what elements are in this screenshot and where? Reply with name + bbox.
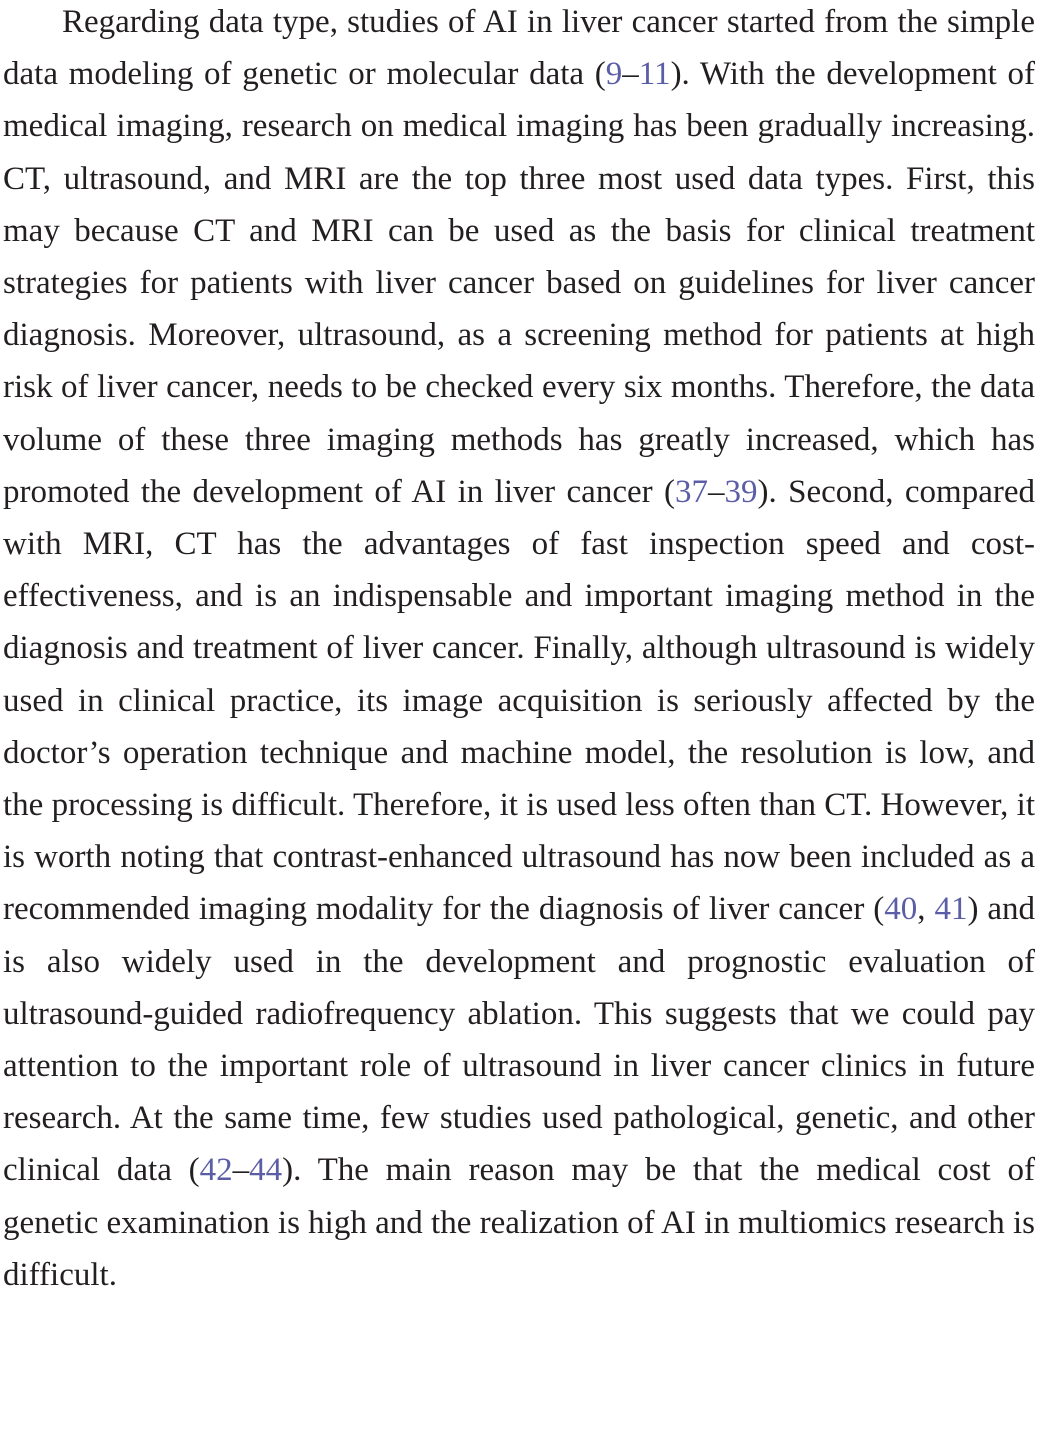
citation-range-dash: – [622, 56, 639, 93]
citation-range-dash: – [707, 473, 725, 510]
citation-link-11[interactable]: 11 [638, 56, 671, 93]
citation-link-9[interactable]: 9 [605, 56, 623, 93]
citation-link-40[interactable]: 40 [884, 891, 918, 928]
body-paragraph: Regarding data type, studies of AI in li… [3, 0, 1035, 1301]
citation-range-dash: – [232, 1152, 250, 1189]
citation-link-44[interactable]: 44 [249, 1152, 283, 1189]
paragraph-text: ). The main reason may be that the medic… [3, 1152, 1035, 1293]
paragraph-text: ) and is also widely used in the develop… [3, 891, 1036, 1189]
citation-separator: , [917, 891, 935, 928]
article-body: Regarding data type, studies of AI in li… [3, 0, 1035, 1301]
paragraph-text: ). With the development of medical imagi… [3, 56, 1035, 510]
paragraph-text: Regarding data type, studies of AI in li… [3, 4, 1035, 93]
citation-link-39[interactable]: 39 [724, 473, 758, 510]
citation-link-41[interactable]: 41 [934, 891, 968, 928]
citation-link-42[interactable]: 42 [199, 1152, 233, 1189]
citation-link-37[interactable]: 37 [674, 473, 708, 510]
paragraph-text: ). Second, compared with MRI, CT has the… [3, 473, 1035, 928]
